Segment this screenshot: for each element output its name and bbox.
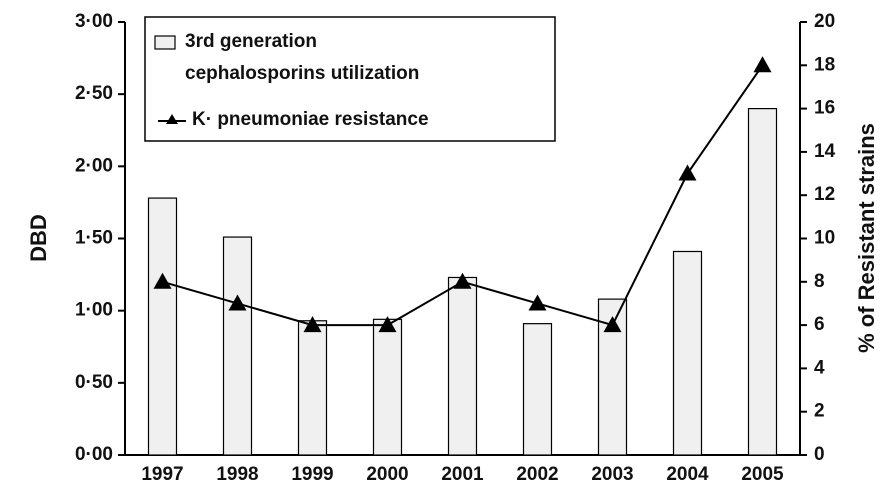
marker bbox=[153, 272, 172, 289]
y2-axis-label: % of Resistant strains bbox=[854, 123, 879, 353]
x-tick-label: 2004 bbox=[666, 464, 709, 485]
marker bbox=[303, 316, 322, 333]
y2-tick-label: 8 bbox=[814, 271, 825, 292]
y2-tick-label: 6 bbox=[814, 314, 825, 335]
legend-label: 3rd generation cephalosporins utilizatio… bbox=[185, 31, 420, 84]
legend-fo: 3rd generation cephalosporins utilizatio… bbox=[185, 31, 420, 84]
y-tick-label: 2·50 bbox=[75, 83, 113, 104]
marker bbox=[228, 294, 247, 311]
marker bbox=[603, 316, 622, 333]
x-tick-label: 1999 bbox=[291, 464, 333, 485]
bar bbox=[747, 107, 778, 456]
y2-tick-label: 2 bbox=[814, 401, 825, 422]
y-tick-label: 3·00 bbox=[75, 11, 113, 32]
y2-tick-label: 16 bbox=[814, 98, 835, 119]
bar bbox=[297, 320, 328, 456]
x-tick-label: 1997 bbox=[141, 464, 183, 485]
bar bbox=[447, 276, 478, 456]
bar bbox=[147, 197, 178, 456]
x-tick-label: 2005 bbox=[741, 464, 784, 485]
y-tick-label: 2·00 bbox=[75, 155, 113, 176]
x-tick-label: 2000 bbox=[366, 464, 408, 485]
y-tick-label: 1·50 bbox=[75, 228, 113, 249]
y2-tick-label: 14 bbox=[814, 141, 836, 162]
bar bbox=[597, 298, 628, 456]
bar bbox=[522, 323, 553, 456]
y-tick-label: 0·00 bbox=[75, 444, 113, 465]
y2-tick-label: 12 bbox=[814, 184, 835, 205]
legend-marker bbox=[166, 114, 178, 124]
x-tick-label: 2003 bbox=[591, 464, 633, 485]
marker bbox=[678, 164, 697, 181]
legend-box bbox=[144, 16, 556, 142]
legend-label: K· pneumoniae resistance bbox=[192, 109, 429, 130]
y-tick-label: 1·00 bbox=[75, 300, 113, 321]
marker bbox=[528, 294, 547, 311]
x-tick-label: 2001 bbox=[441, 464, 484, 485]
bar bbox=[222, 236, 253, 456]
y2-tick-label: 0 bbox=[814, 444, 825, 465]
y2-tick-label: 20 bbox=[814, 11, 835, 32]
legend-swatch bbox=[154, 35, 176, 50]
marker bbox=[378, 316, 397, 333]
marker bbox=[753, 56, 772, 73]
y2-tick-label: 18 bbox=[814, 54, 835, 75]
bar bbox=[672, 250, 703, 456]
x-tick-label: 1998 bbox=[216, 464, 258, 485]
marker bbox=[453, 272, 472, 289]
x-tick-label: 2002 bbox=[516, 464, 558, 485]
y-axis-label: DBD bbox=[26, 214, 51, 262]
y-tick-label: 0·50 bbox=[75, 372, 113, 393]
y2-tick-label: 10 bbox=[814, 228, 835, 249]
y2-tick-label: 4 bbox=[814, 357, 825, 378]
bar bbox=[372, 318, 403, 456]
